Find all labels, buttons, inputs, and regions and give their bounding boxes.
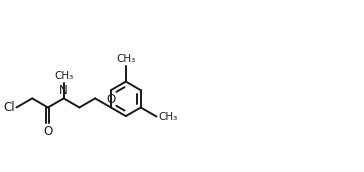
Text: CH₃: CH₃ xyxy=(158,112,178,122)
Text: O: O xyxy=(106,93,115,106)
Text: N: N xyxy=(59,84,68,97)
Text: Cl: Cl xyxy=(3,101,15,114)
Text: CH₃: CH₃ xyxy=(116,54,135,64)
Text: O: O xyxy=(43,125,52,138)
Text: CH₃: CH₃ xyxy=(54,71,73,81)
